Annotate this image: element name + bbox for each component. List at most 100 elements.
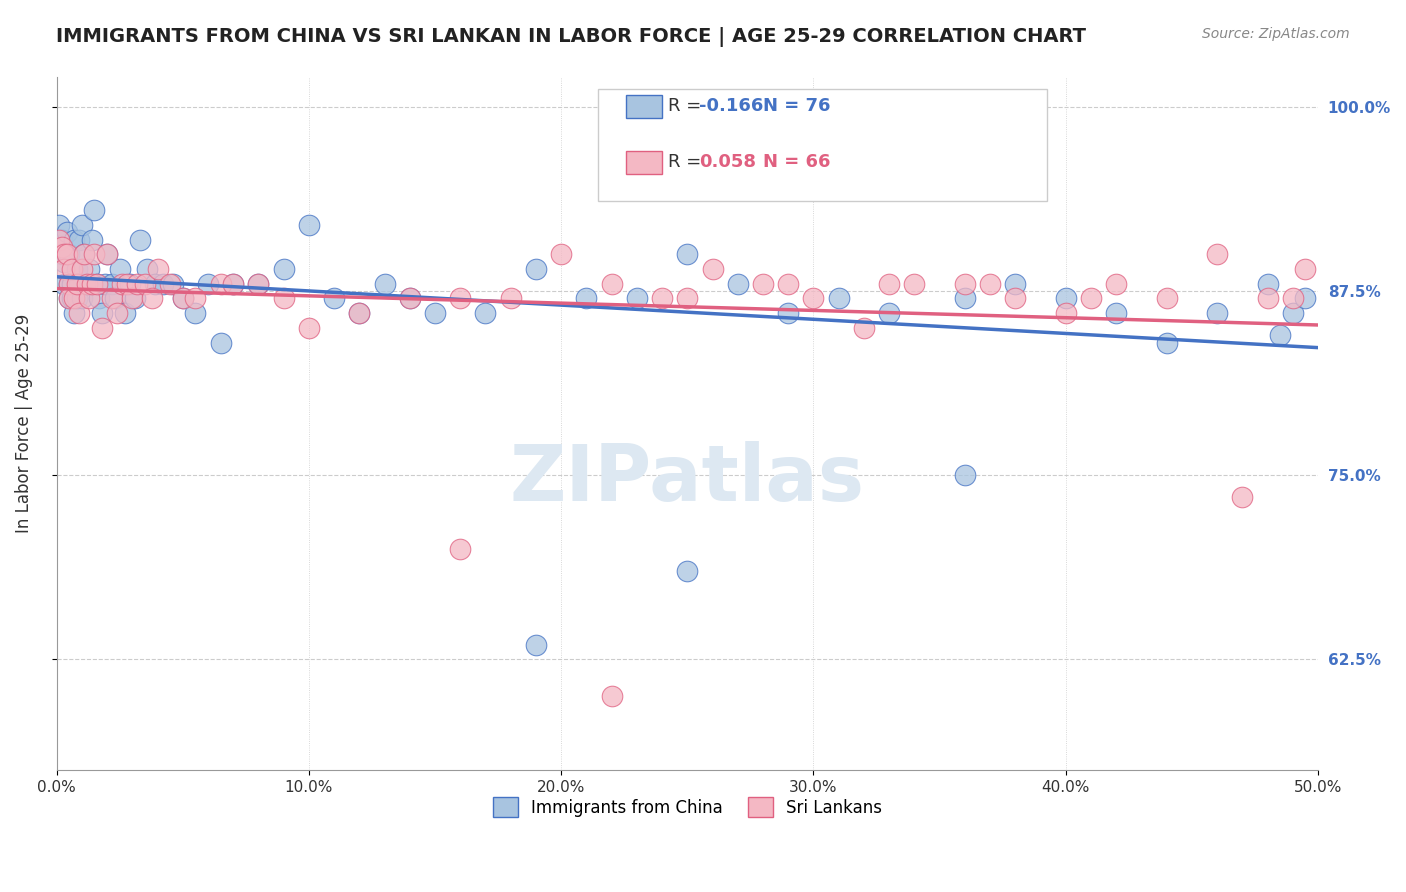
Point — [73, 247, 96, 261]
Point — [953, 468, 976, 483]
Point — [63, 292, 86, 306]
Point — [877, 306, 900, 320]
Point — [398, 292, 420, 306]
Point — [752, 277, 775, 291]
Point — [96, 247, 118, 261]
Point — [1206, 306, 1229, 320]
Point — [1054, 292, 1077, 306]
Point — [143, 277, 166, 291]
Point — [184, 306, 207, 320]
Point — [1156, 335, 1178, 350]
Point — [903, 277, 925, 291]
Point — [209, 277, 232, 291]
Point — [676, 247, 699, 261]
Point — [73, 247, 96, 261]
Point — [1004, 292, 1026, 306]
Point — [1281, 292, 1303, 306]
Point — [86, 277, 108, 291]
Point — [1232, 491, 1254, 505]
Point — [197, 277, 219, 291]
Point — [524, 262, 547, 277]
Point — [600, 277, 623, 291]
Point — [172, 292, 194, 306]
Point — [80, 233, 103, 247]
Point — [247, 277, 270, 291]
Text: N = 66: N = 66 — [763, 153, 831, 171]
Point — [600, 690, 623, 704]
Point — [117, 277, 139, 291]
Point — [58, 277, 80, 291]
Point — [101, 277, 124, 291]
Point — [118, 277, 141, 291]
Point — [60, 292, 83, 306]
Point — [53, 254, 76, 268]
Point — [499, 292, 522, 306]
Point — [79, 262, 101, 277]
Point — [273, 292, 295, 306]
Point — [101, 292, 124, 306]
Point — [134, 277, 156, 291]
Point — [1206, 247, 1229, 261]
Point — [60, 277, 83, 291]
Point — [67, 233, 90, 247]
Point — [48, 218, 70, 232]
Point — [398, 292, 420, 306]
Point — [1294, 292, 1316, 306]
Point — [86, 277, 108, 291]
Text: -0.166: -0.166 — [699, 97, 763, 115]
Point — [93, 277, 115, 291]
Text: R =: R = — [668, 153, 702, 171]
Point — [298, 321, 321, 335]
Point — [63, 306, 86, 320]
Point — [58, 292, 80, 306]
Point — [1281, 306, 1303, 320]
Point — [108, 262, 131, 277]
Point — [449, 292, 471, 306]
Point — [48, 233, 70, 247]
Point — [70, 262, 93, 277]
Point — [209, 335, 232, 350]
Point — [423, 306, 446, 320]
Point — [66, 277, 89, 291]
Point — [1257, 292, 1279, 306]
Point — [55, 247, 77, 261]
Point — [80, 277, 103, 291]
Point — [1156, 292, 1178, 306]
Point — [121, 292, 143, 306]
Point — [953, 277, 976, 291]
Point — [91, 306, 114, 320]
Point — [172, 292, 194, 306]
Point — [1080, 292, 1102, 306]
Point — [651, 292, 673, 306]
Point — [55, 247, 77, 261]
Point — [58, 277, 80, 291]
Point — [111, 277, 134, 291]
Point — [96, 247, 118, 261]
Point — [524, 638, 547, 652]
Point — [449, 541, 471, 556]
Point — [67, 306, 90, 320]
Point — [53, 262, 76, 277]
Point — [162, 277, 184, 291]
Text: R =: R = — [668, 97, 702, 115]
Point — [51, 240, 73, 254]
Point — [83, 247, 105, 261]
Point — [953, 292, 976, 306]
Point — [70, 218, 93, 232]
Point — [1257, 277, 1279, 291]
Point — [79, 292, 101, 306]
Point — [124, 292, 146, 306]
Point — [53, 247, 76, 261]
Point — [298, 218, 321, 232]
Point — [70, 292, 93, 306]
Point — [67, 277, 90, 291]
Point — [159, 277, 181, 291]
Point — [1270, 328, 1292, 343]
Point — [91, 321, 114, 335]
Point — [63, 233, 86, 247]
Point — [76, 277, 98, 291]
Point — [66, 262, 89, 277]
Point — [1105, 306, 1128, 320]
Point — [1004, 277, 1026, 291]
Point — [247, 277, 270, 291]
